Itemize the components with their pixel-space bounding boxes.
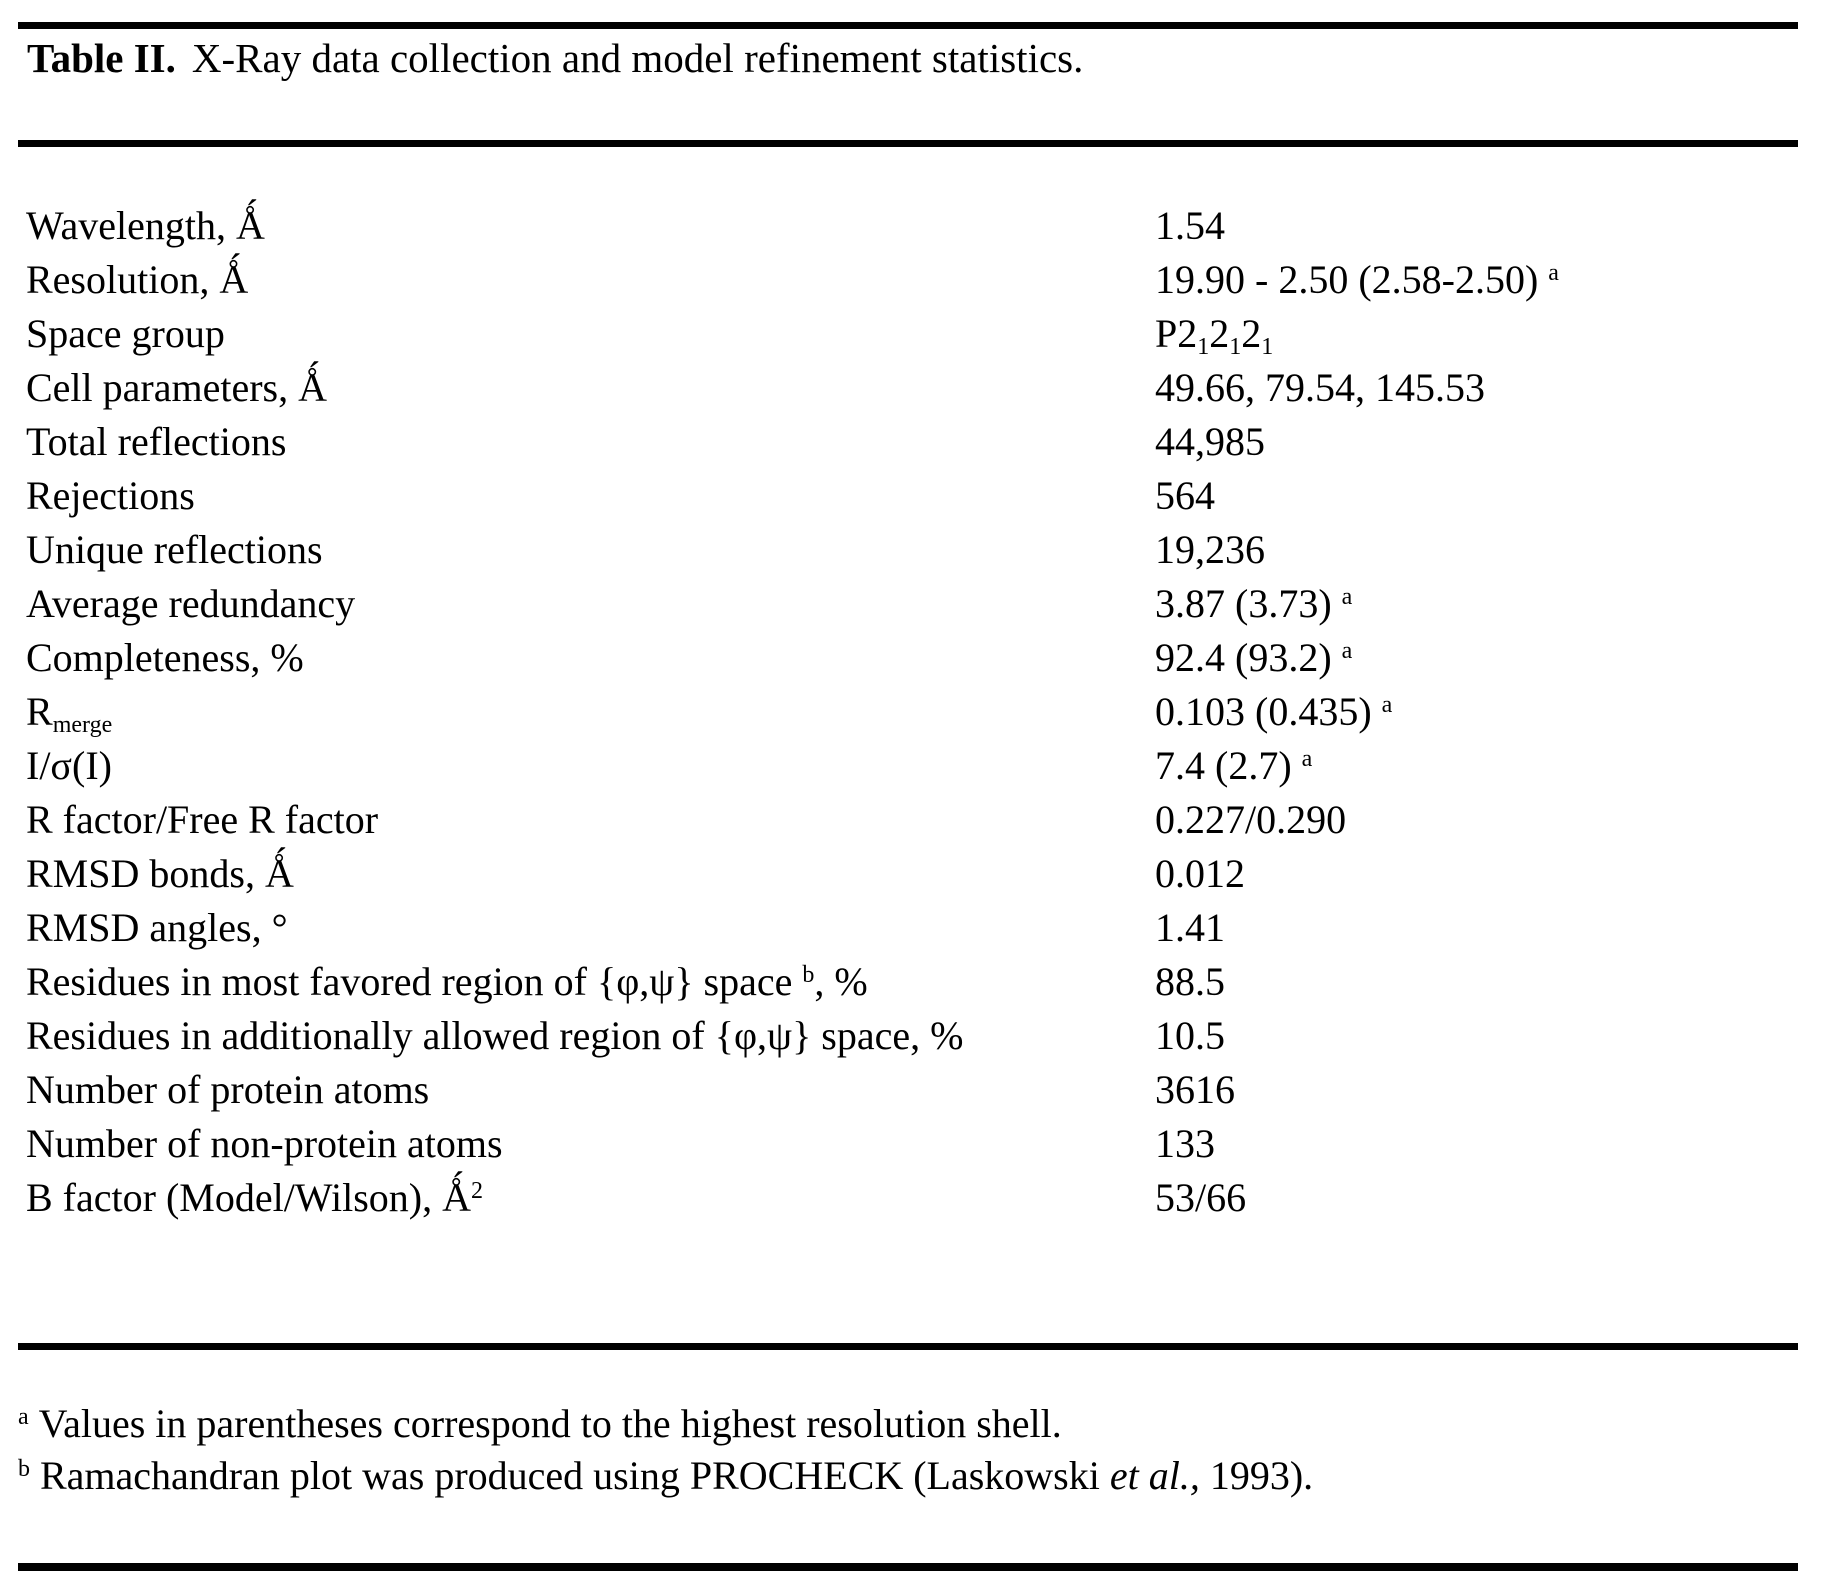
table-row: I/σ(I) 7.4 (2.7) a [26, 739, 1826, 793]
row-label: Residues in most favored region of {φ,ψ}… [26, 959, 868, 1004]
row-value: 7.4 (2.7) a [1155, 743, 1313, 788]
row-label: Wavelength, Ǻ [26, 203, 265, 248]
row-value: 19,236 [1155, 527, 1265, 572]
row-value: 1.41 [1155, 905, 1225, 950]
table-row: Number of non-protein atoms 133 [26, 1117, 1826, 1171]
row-value: 3616 [1155, 1067, 1235, 1112]
table-caption: Table II. X-Ray data collection and model… [27, 34, 1083, 82]
row-label: I/σ(I) [26, 743, 112, 788]
table-footnotes: a Values in parentheses correspond to the… [18, 1398, 1313, 1502]
table-row: RMSD bonds, Ǻ 0.012 [26, 847, 1826, 901]
row-value: 133 [1155, 1121, 1215, 1166]
table-caption-text: X-Ray data collection and model refineme… [191, 35, 1084, 81]
row-value: 3.87 (3.73) a [1155, 581, 1353, 626]
horizontal-rule-above-footnotes [18, 1343, 1798, 1350]
row-value: 10.5 [1155, 1013, 1225, 1058]
row-label: Number of non-protein atoms [26, 1121, 503, 1166]
row-label: Resolution, Ǻ [26, 257, 249, 302]
horizontal-rule-bottom [18, 1563, 1798, 1571]
table-row: Number of protein atoms 3616 [26, 1063, 1826, 1117]
table-row: B factor (Model/Wilson), Ǻ2 53/66 [26, 1171, 1826, 1225]
footnote-b: b Ramachandran plot was produced using PR… [18, 1453, 1314, 1498]
row-label: Average redundancy [26, 581, 356, 626]
row-value: 19.90 - 2.50 (2.58-2.50) a [1155, 257, 1559, 302]
row-value: P212121 [1155, 311, 1274, 360]
row-label: Number of protein atoms [26, 1067, 430, 1112]
table-row: Resolution, Ǻ 19.90 - 2.50 (2.58-2.50) a [26, 253, 1826, 307]
table-row: Residues in additionally allowed region … [26, 1009, 1826, 1063]
row-value: 44,985 [1155, 419, 1265, 464]
table-row: Cell parameters, Ǻ 49.66, 79.54, 145.53 [26, 361, 1826, 415]
table-row: Completeness, % 92.4 (93.2) a [26, 631, 1826, 685]
row-label: Completeness, % [26, 635, 304, 680]
row-label: Total reflections [26, 419, 287, 464]
table-caption-number: Table II. [27, 35, 176, 81]
table-row: Total reflections 44,985 [26, 415, 1826, 469]
row-label: RMSD angles, ° [26, 905, 288, 950]
horizontal-rule-top [18, 22, 1798, 29]
row-value: 0.012 [1155, 851, 1245, 896]
row-value: 1.54 [1155, 203, 1225, 248]
table-row: Wavelength, Ǻ 1.54 [26, 199, 1826, 253]
footnote-marker: b [18, 1455, 30, 1482]
row-value: 0.103 (0.435) a [1155, 689, 1393, 734]
row-label: Rmerge [26, 689, 113, 738]
table-row: Rejections 564 [26, 469, 1826, 523]
row-value: 92.4 (93.2) a [1155, 635, 1353, 680]
row-value: 0.227/0.290 [1155, 797, 1347, 842]
row-value: 88.5 [1155, 959, 1225, 1004]
statistics-table-body: Wavelength, Ǻ 1.54 Resolution, Ǻ 19.90 - 2.… [26, 199, 1826, 1225]
row-label: RMSD bonds, Ǻ [26, 851, 294, 896]
footnote-marker: a [18, 1403, 29, 1430]
table-row: RMSD angles, ° 1.41 [26, 901, 1826, 955]
row-value: 564 [1155, 473, 1215, 518]
table-row: R factor/Free R factor 0.227/0.290 [26, 793, 1826, 847]
row-label: B factor (Model/Wilson), Ǻ2 [26, 1175, 483, 1220]
row-value: 53/66 [1155, 1175, 1247, 1220]
table-row: Space group P212121 [26, 307, 1826, 361]
row-value: 49.66, 79.54, 145.53 [1155, 365, 1485, 410]
table-row: Residues in most favored region of {φ,ψ}… [26, 955, 1826, 1009]
footnote-a: a Values in parentheses correspond to the… [18, 1401, 1062, 1446]
row-label: Space group [26, 311, 225, 356]
row-label: Unique reflections [26, 527, 323, 572]
row-label: R factor/Free R factor [26, 797, 379, 842]
table-row: Rmerge 0.103 (0.435) a [26, 685, 1826, 739]
table-row: Unique reflections 19,236 [26, 523, 1826, 577]
horizontal-rule-under-title [18, 140, 1798, 147]
table-row: Average redundancy 3.87 (3.73) a [26, 577, 1826, 631]
row-label: Residues in additionally allowed region … [26, 1013, 964, 1058]
row-label: Rejections [26, 473, 195, 518]
row-label: Cell parameters, Ǻ [26, 365, 327, 410]
